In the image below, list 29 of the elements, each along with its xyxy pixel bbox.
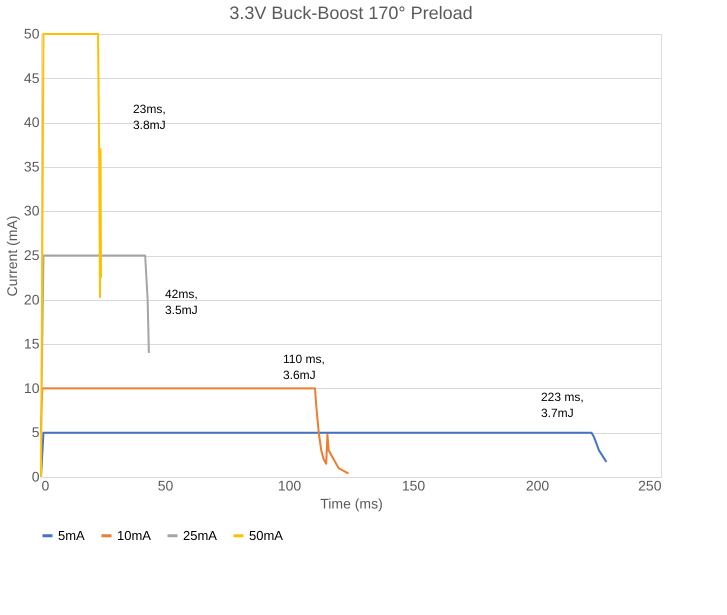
y-tick-label: 10 bbox=[24, 380, 40, 396]
legend-label: 10mA bbox=[117, 528, 152, 543]
y-tick-label: 30 bbox=[24, 202, 40, 219]
x-axis-title: Time (ms) bbox=[320, 496, 383, 512]
line-series bbox=[40, 33, 102, 478]
x-tick-label: 50 bbox=[158, 478, 174, 494]
legend-label: 25mA bbox=[183, 528, 218, 543]
legend-label: 5mA bbox=[58, 528, 86, 543]
legend-label: 50mA bbox=[249, 528, 284, 543]
x-tick-label: 150 bbox=[402, 478, 426, 494]
chart-title: 3.3V Buck-Boost 170° Preload bbox=[229, 3, 473, 23]
y-tick-label: 25 bbox=[24, 247, 40, 263]
annotation: 42ms, 3.5mJ bbox=[165, 287, 198, 317]
x-tick-label: 250 bbox=[638, 478, 662, 494]
y-tick-label: 15 bbox=[24, 336, 40, 352]
line-series bbox=[40, 254, 150, 434]
x-tick-label: 100 bbox=[278, 478, 302, 494]
y-tick-label: 50 bbox=[24, 26, 40, 42]
annotation: 110 ms, 3.6mJ bbox=[283, 352, 325, 382]
line-series bbox=[40, 387, 350, 474]
y-tick-label: 45 bbox=[24, 70, 40, 86]
annotation: 223 ms, 3.7mJ bbox=[541, 390, 584, 420]
x-tick-label: 200 bbox=[526, 478, 550, 494]
y-axis-title: Current (mA) bbox=[4, 216, 20, 296]
y-tick-label: 20 bbox=[24, 291, 40, 308]
annotation: 23ms, 3.8mJ bbox=[133, 102, 166, 132]
y-tick-label: 40 bbox=[24, 114, 40, 130]
y-tick-label: 35 bbox=[24, 158, 40, 174]
y-tick-label: 5 bbox=[32, 424, 40, 440]
